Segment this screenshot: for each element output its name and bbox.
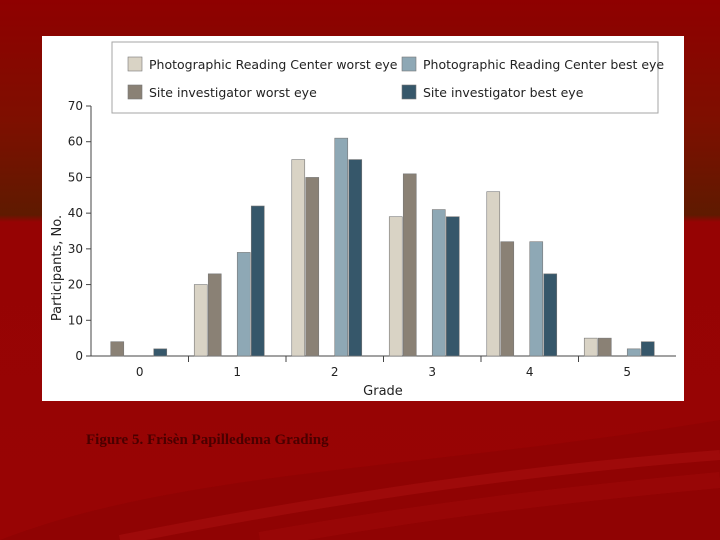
- figure-caption: Figure 5. Frisèn Papilledema Grading: [86, 432, 329, 448]
- legend-label: Photographic Reading Center worst eye: [149, 57, 398, 72]
- legend-item: Photographic Reading Center best eye: [401, 56, 664, 72]
- bar: [250, 205, 265, 357]
- bar: [445, 216, 460, 357]
- plot-area: 0 10 20 30 40 50 60 70 0 1 2 3 4 5: [68, 99, 676, 379]
- figure-panel: Photographic Reading Center worst eye Ph…: [42, 36, 684, 401]
- bar: [500, 241, 515, 357]
- legend-item: Photographic Reading Center worst eye: [127, 56, 398, 72]
- legend: Photographic Reading Center worst eye Ph…: [111, 41, 664, 114]
- bar: [236, 252, 251, 357]
- legend-swatch: [401, 84, 417, 100]
- y-tick-label: 20: [68, 278, 83, 292]
- legend-swatch: [127, 84, 143, 100]
- bar: [486, 191, 501, 357]
- x-tick-label: 2: [331, 365, 339, 379]
- y-tick-label: 50: [68, 170, 83, 184]
- bar: [583, 337, 598, 357]
- y-tick-label: 30: [68, 242, 83, 256]
- bar: [543, 273, 558, 357]
- bar: [334, 137, 349, 357]
- legend-swatch: [401, 56, 417, 72]
- x-tick-label: 3: [428, 365, 436, 379]
- bar: [348, 159, 363, 357]
- x-tick-label: 0: [136, 365, 144, 379]
- legend-item: Site investigator best eye: [401, 84, 584, 100]
- bar: [431, 209, 446, 357]
- legend-box: [111, 41, 659, 114]
- bar: [640, 341, 655, 357]
- bar: [291, 159, 306, 357]
- bar: [402, 173, 417, 357]
- y-tick-label: 0: [75, 349, 83, 363]
- y-tick-label: 40: [68, 206, 83, 220]
- legend-swatch: [127, 56, 143, 72]
- bar: [153, 348, 168, 357]
- legend-label: Photographic Reading Center best eye: [423, 57, 664, 72]
- bar: [626, 348, 641, 357]
- legend-item: Site investigator worst eye: [127, 84, 317, 100]
- x-axis-title: Grade: [363, 384, 403, 399]
- bar: [193, 284, 208, 357]
- bar-chart: Photographic Reading Center worst eye Ph…: [50, 41, 676, 399]
- bar: [207, 273, 222, 357]
- bar: [305, 177, 320, 357]
- bar: [529, 241, 544, 357]
- y-tick-label: 10: [68, 313, 83, 327]
- y-axis-title: Participants, No.: [50, 215, 65, 321]
- bar: [388, 216, 403, 357]
- legend-label: Site investigator best eye: [423, 85, 584, 100]
- bar: [110, 341, 125, 357]
- x-tick-label: 4: [526, 365, 534, 379]
- legend-label: Site investigator worst eye: [149, 85, 317, 100]
- y-tick-label: 70: [68, 99, 83, 113]
- x-tick-label: 1: [233, 365, 241, 379]
- y-tick-label: 60: [68, 135, 83, 149]
- x-tick-label: 5: [623, 365, 631, 379]
- bar: [597, 337, 612, 357]
